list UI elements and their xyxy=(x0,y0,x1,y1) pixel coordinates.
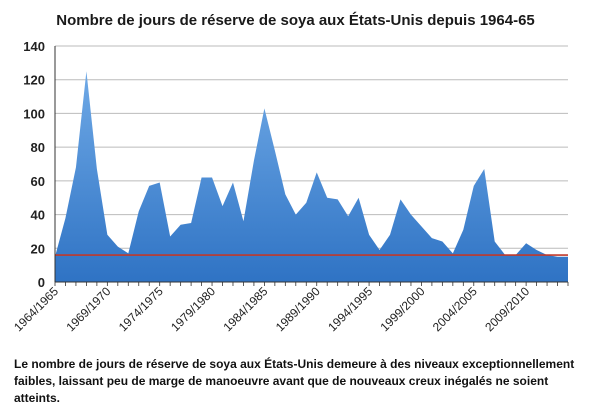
y-tick-label: 60 xyxy=(31,174,45,189)
y-tick-label: 140 xyxy=(23,39,45,54)
x-tick-label: 1994/1995 xyxy=(325,284,375,334)
area-series xyxy=(55,71,568,282)
x-tick-label: 2009/2010 xyxy=(482,284,532,334)
x-tick-label: 1989/1990 xyxy=(273,284,323,334)
y-tick-label: 120 xyxy=(23,73,45,88)
x-tick-label: 1974/1975 xyxy=(116,284,166,334)
x-tick-label: 1984/1985 xyxy=(220,284,270,334)
y-tick-label: 80 xyxy=(31,140,45,155)
y-tick-labels: 0 20 40 60 80 100 120 140 xyxy=(23,39,45,290)
axes xyxy=(54,46,569,286)
area-fill xyxy=(55,71,568,282)
chart-title: Nombre de jours de réserve de soya aux É… xyxy=(56,12,535,29)
x-tick-label: 1999/2000 xyxy=(378,284,428,334)
x-tick-label: 1969/1970 xyxy=(63,284,113,334)
y-tick-label: 20 xyxy=(31,241,45,256)
x-tick-labels: 1964/1965 1969/1970 1974/1975 1979/1980 1984… xyxy=(11,284,532,334)
y-tick-label: 40 xyxy=(31,208,45,223)
y-tick-label: 100 xyxy=(23,106,45,121)
x-tick-label: 1964/1965 xyxy=(11,284,61,334)
x-tick-label: 2004/2005 xyxy=(430,284,480,334)
x-tick-label: 1979/1980 xyxy=(168,284,218,334)
y-tick-label: 0 xyxy=(38,275,45,290)
chart-caption: Le nombre de jours de réserve de soya au… xyxy=(14,357,575,405)
